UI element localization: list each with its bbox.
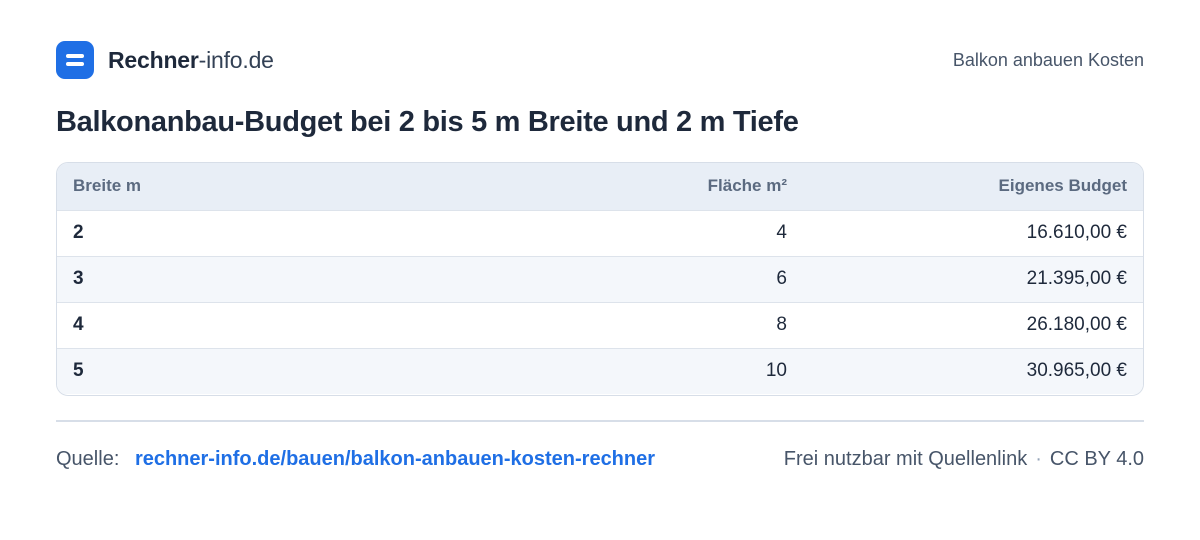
budget-table: Breite m Fläche m² Eigenes Budget 2 4 16…	[56, 162, 1144, 396]
cell-budget: 21.395,00 €	[1026, 268, 1127, 289]
table-header-row: Breite m Fläche m² Eigenes Budget	[57, 163, 1143, 210]
brand[interactable]: Rechner -info.de	[56, 41, 274, 79]
cell-flaeche: 8	[776, 314, 787, 335]
cell-budget: 30.965,00 €	[1026, 360, 1127, 382]
cell-flaeche: 6	[776, 268, 787, 289]
source-link[interactable]: rechner-info.de/bauen/balkon-anbauen-kos…	[134, 447, 656, 470]
source-label: Quelle:	[56, 447, 120, 470]
page-footer: Quelle: rechner-info.de/bauen/balkon-anb…	[56, 444, 1144, 474]
cell-breite: 4	[73, 314, 84, 335]
cell-breite: 3	[73, 268, 84, 289]
brand-name: Rechner	[108, 46, 199, 73]
table-row: 5 10 30.965,00 €	[57, 348, 1143, 394]
license-name: CC BY 4.0	[1049, 447, 1144, 470]
cell-breite: 2	[73, 222, 84, 243]
license-info: Frei nutzbar mit Quellenlink · CC BY 4.0	[784, 448, 1144, 471]
cell-flaeche: 4	[776, 222, 787, 243]
logo-icon	[56, 41, 94, 79]
cell-budget: 16.610,00 €	[1026, 222, 1127, 243]
table-row: 3 6 21.395,00 €	[57, 256, 1143, 302]
cell-flaeche: 10	[765, 360, 787, 382]
footer-divider	[56, 420, 1144, 422]
column-header-breite: Breite m	[73, 176, 142, 196]
table-row: 4 8 26.180,00 €	[57, 302, 1143, 348]
column-header-budget: Eigenes Budget	[998, 176, 1127, 196]
license-separator: ·	[1035, 447, 1042, 470]
column-header-flaeche: Fläche m²	[707, 176, 787, 196]
cell-breite: 5	[73, 360, 84, 382]
page-header: Rechner -info.de Balkon anbauen Kosten	[56, 40, 1144, 80]
source: Quelle: rechner-info.de/bauen/balkon-anb…	[56, 448, 655, 471]
table-row: 2 4 16.610,00 €	[57, 210, 1143, 256]
license-text: Frei nutzbar mit Quellenlink	[783, 447, 1028, 470]
brand-domain: -info.de	[198, 46, 274, 73]
cell-budget: 26.180,00 €	[1026, 314, 1127, 335]
topic-label: Balkon anbauen Kosten	[952, 49, 1144, 70]
page-title: Balkonanbau-Budget bei 2 bis 5 m Breite …	[56, 106, 799, 138]
